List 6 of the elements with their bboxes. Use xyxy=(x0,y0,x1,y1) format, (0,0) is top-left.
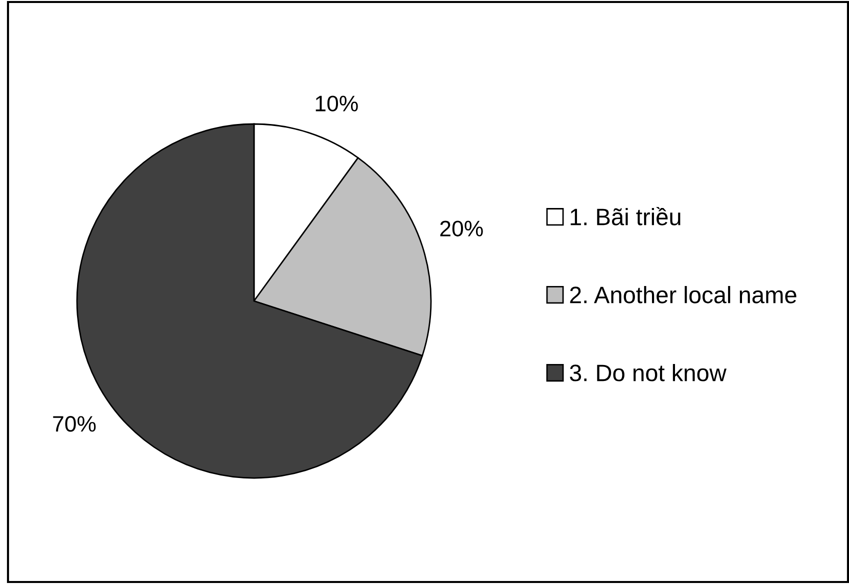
legend-label: 2. Another local name xyxy=(570,286,796,304)
legend-label: 3. Do not know xyxy=(570,364,727,382)
data-label: 10% xyxy=(316,96,358,112)
data-label: 70% xyxy=(53,416,96,432)
legend-label: 1. Bãi triều xyxy=(570,206,680,226)
data-label: 20% xyxy=(440,220,483,236)
